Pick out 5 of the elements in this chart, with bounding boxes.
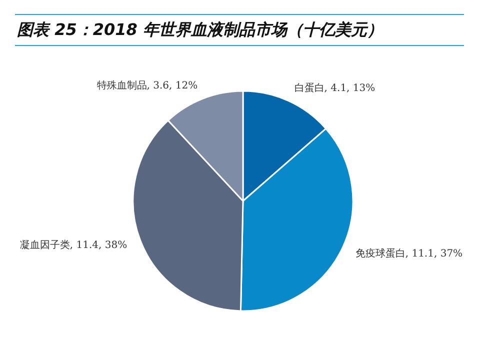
slice-label: 免疫球蛋白, 11.1, 37% [355, 247, 463, 260]
slice-label: 凝血因子类, 11.4, 38% [20, 239, 128, 252]
slice-label: 白蛋白, 4.1, 13% [294, 82, 376, 94]
chart-title: 图表 25：2018 年世界血液制品市场（十亿美元） [15, 14, 464, 46]
slice-label: 特殊血制品, 3.6, 12% [96, 80, 198, 92]
